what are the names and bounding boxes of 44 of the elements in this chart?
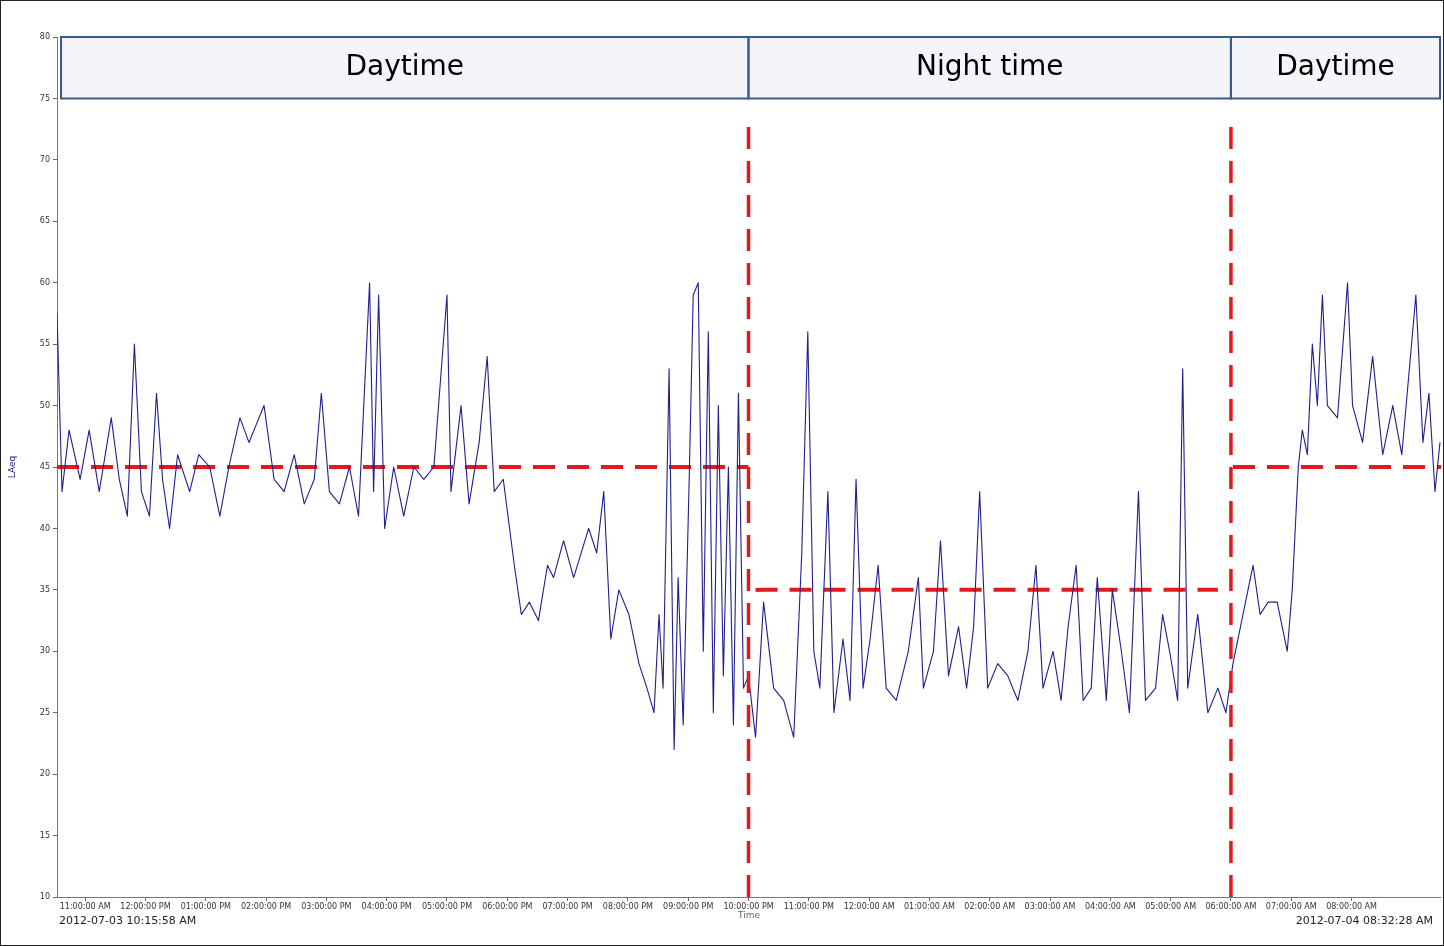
x-tick-label: 02:00:00 AM	[964, 901, 1016, 911]
x-tick-label: 10:00:00 PM	[723, 901, 774, 911]
y-tick-label: 25	[39, 707, 50, 717]
x-tick-label: 05:00:00 PM	[421, 901, 473, 911]
y-tick-label: 70	[39, 154, 50, 164]
y-tick-label: 30	[39, 646, 50, 656]
text: 2012-07-04 08:32:28 AM	[1295, 914, 1433, 928]
x-tick-label: 11:00:00 PM	[783, 901, 834, 911]
x-tick-label: 02:00:00 PM	[240, 901, 292, 911]
y-tick-label: 40	[39, 523, 50, 533]
x-tick-label: 04:00:00 AM	[1084, 901, 1136, 911]
x-tick-label: 12:00:00 PM	[120, 901, 171, 911]
y-tick-label: 35	[39, 584, 50, 594]
x-tick-label: 07:00:00 AM	[1265, 901, 1317, 911]
y-tick-label: 10	[39, 892, 50, 902]
y-tick-label: 45	[39, 462, 50, 472]
x-tick-label: 05:00:00 AM	[1145, 901, 1197, 911]
x-tick-label: 04:00:00 PM	[361, 901, 412, 911]
x-tick-label: 07:00:00 PM	[542, 901, 593, 911]
x-tick-label: 06:00:00 AM	[1205, 901, 1257, 911]
x-tick-label: 01:00:00 PM	[180, 901, 231, 911]
x-tick-label: 11:00:00 AM	[59, 901, 111, 911]
x-tick-label: 01:00:00 AM	[903, 901, 955, 911]
band-label: Daytime	[345, 49, 465, 82]
y-axis-title: LAeq	[6, 455, 17, 479]
y-tick-label: 55	[39, 339, 50, 349]
x-tick-label: 12:00:00 AM	[843, 901, 895, 911]
y-tick-label: 60	[39, 277, 50, 287]
x-tick-label: 03:00:00 AM	[1024, 901, 1076, 911]
y-tick-label: 80	[39, 32, 50, 42]
x-axis-title: Time	[736, 909, 761, 920]
x-tick-label: 09:00:00 PM	[663, 901, 714, 911]
band-label: Daytime	[1276, 49, 1395, 82]
x-tick-label: 06:00:00 PM	[482, 901, 533, 911]
x-tick-label: 08:00:00 PM	[602, 901, 654, 911]
y-tick-label: 15	[39, 830, 50, 840]
x-tick-label: 08:00:00 AM	[1326, 901, 1378, 911]
y-tick-label: 20	[39, 769, 50, 779]
y-tick-label: 50	[39, 400, 50, 410]
x-tick-label: 03:00:00 PM	[301, 901, 352, 911]
text: 2012-07-03 10:15:58 AM	[59, 914, 197, 928]
y-tick-label: 65	[39, 216, 50, 226]
y-tick-label: 75	[39, 93, 50, 103]
band-label: Night time	[916, 49, 1064, 82]
